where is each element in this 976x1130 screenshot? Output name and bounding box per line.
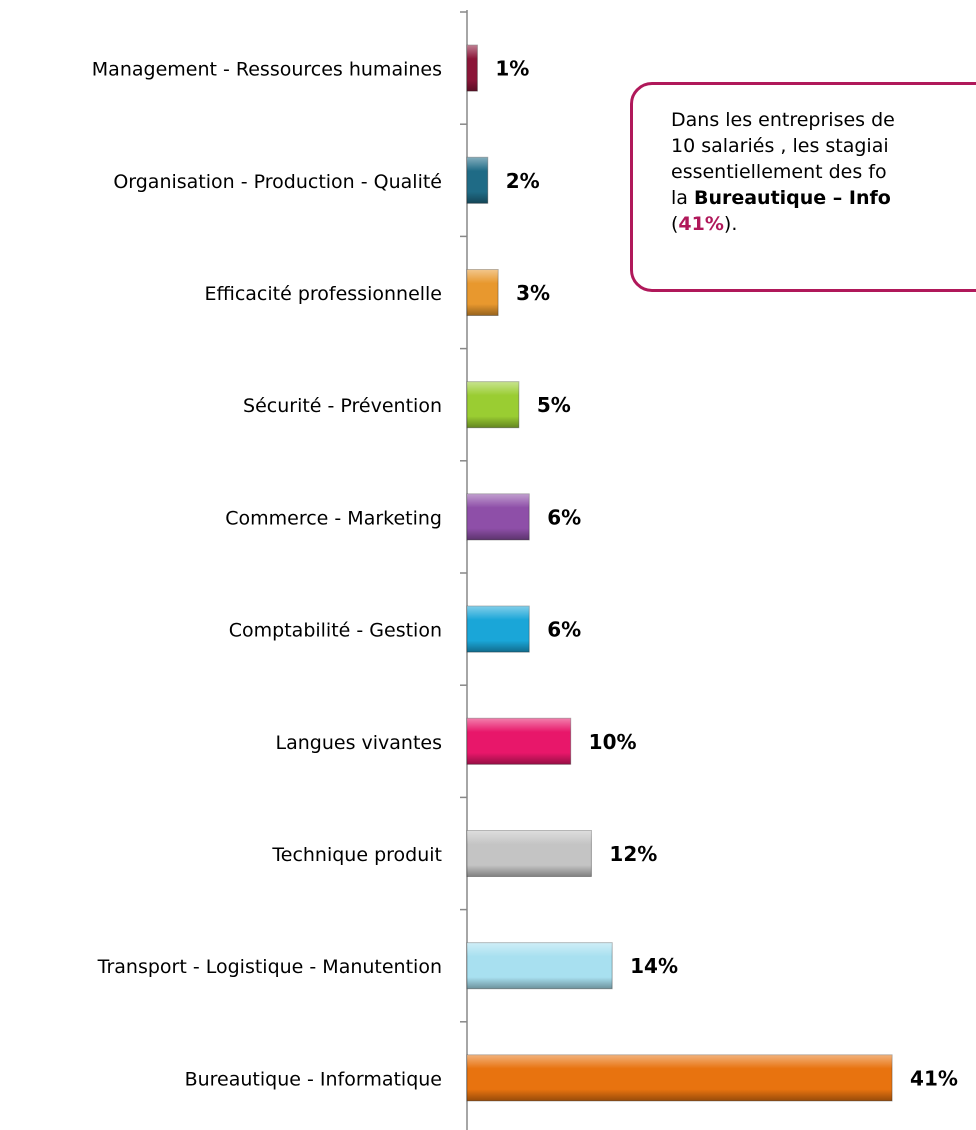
annotation-text: la	[671, 187, 694, 209]
value-label: 6%	[547, 618, 581, 642]
category-label: Transport - Logistique - Manutention	[97, 956, 442, 978]
bar-shade	[467, 381, 519, 428]
category-label: Bureautique - Informatique	[185, 1068, 442, 1090]
bar-shade	[467, 606, 530, 653]
bar-shade	[467, 269, 499, 316]
category-label: Management - Ressources humaines	[92, 59, 442, 81]
annotation-text: Dans les entreprises de	[671, 109, 895, 131]
annotation-text: 10 salariés , les stagiai	[671, 135, 889, 157]
category-label: Technique produit	[271, 844, 442, 866]
category-label: Sécurité - Prévention	[243, 395, 442, 417]
value-label: 3%	[516, 281, 550, 305]
value-label: 2%	[506, 169, 540, 193]
bar-shade	[467, 45, 478, 92]
category-label: Organisation - Production - Qualité	[113, 171, 442, 193]
value-label: 14%	[630, 954, 678, 978]
annotation: Dans les entreprises de 10 salariés , le…	[630, 82, 976, 292]
annotation-text: essentiellement des fo	[671, 161, 887, 183]
annotation-text: ).	[723, 213, 738, 235]
bar-shade	[467, 1054, 893, 1101]
bar-shade	[467, 830, 592, 877]
value-label: 10%	[589, 730, 637, 754]
annotation-highlight: 41%	[678, 213, 724, 235]
category-label: Comptabilité - Gestion	[229, 620, 442, 642]
bar-shade	[467, 157, 488, 204]
value-label: 5%	[537, 393, 571, 417]
value-label: 41%	[910, 1066, 958, 1090]
value-label: 1%	[495, 57, 529, 81]
bar-shade	[467, 493, 530, 540]
value-label: 6%	[547, 505, 581, 529]
annotation-bold: Bureautique – Info	[693, 187, 891, 209]
bar-shade	[467, 718, 571, 765]
category-label: Commerce - Marketing	[225, 507, 442, 529]
category-label: Efficacité professionnelle	[204, 283, 442, 305]
value-label: 12%	[609, 842, 657, 866]
category-label: Langues vivantes	[276, 732, 443, 754]
annotation-text: (	[671, 213, 679, 235]
bar-shade	[467, 942, 613, 989]
